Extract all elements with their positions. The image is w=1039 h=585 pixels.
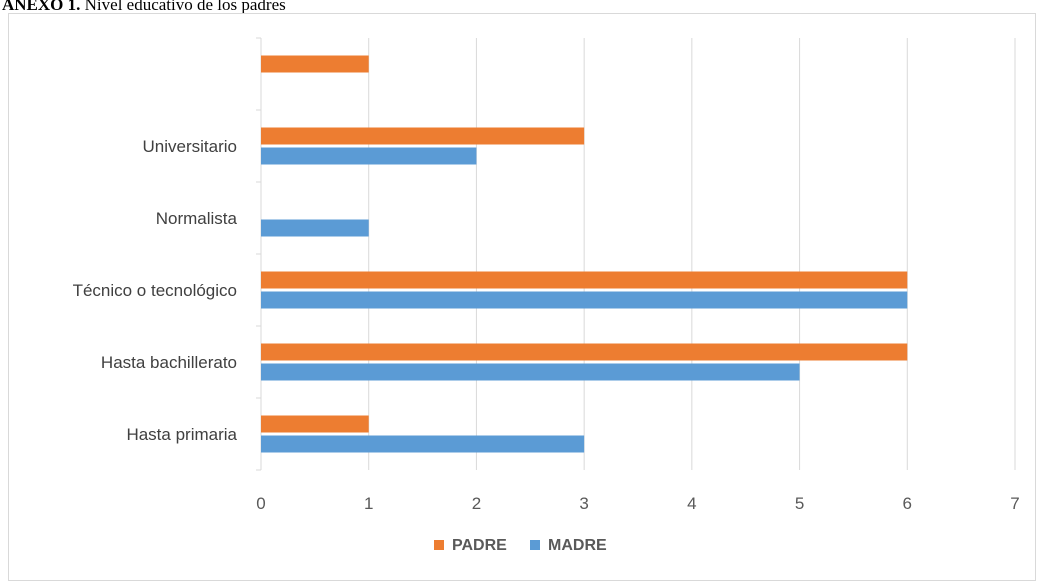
x-tick-label: 5 [795, 494, 804, 513]
legend: PADRE MADRE [434, 537, 607, 554]
bar-padre [261, 127, 585, 145]
chart-frame [8, 13, 1036, 581]
bar-madre [261, 219, 369, 237]
title-prefix: ANEXO 1. [2, 0, 81, 14]
category-label: Técnico o tecnológico [73, 281, 237, 300]
legend-label: MADRE [548, 537, 607, 554]
bar-madre [261, 435, 585, 453]
title-text: Nivel educativo de los padres [80, 0, 286, 14]
category-label: Universitario [143, 137, 237, 156]
x-tick-label: 2 [472, 494, 481, 513]
category-label: Normalista [156, 209, 238, 228]
x-tick-label: 1 [364, 494, 373, 513]
bar-layer [261, 55, 908, 453]
bar-madre [261, 363, 800, 381]
bar-madre [261, 291, 908, 309]
x-tick-label: 6 [903, 494, 912, 513]
x-tick-label: 3 [579, 494, 588, 513]
legend-swatch [434, 540, 444, 550]
category-label: Hasta bachillerato [101, 353, 237, 372]
bar-padre [261, 343, 908, 361]
x-tick-label: 0 [256, 494, 265, 513]
grid-layer [256, 37, 1016, 471]
label-layer: 0 1 2 3 4 5 6 7 Hasta primaria Hasta bachillerato… [73, 137, 1020, 513]
category-label: Hasta primaria [126, 425, 237, 444]
bar-madre [261, 147, 477, 165]
bar-padre [261, 55, 369, 73]
x-tick-label: 4 [687, 494, 696, 513]
page-title: ANEXO 1. Nivel educativo de los padres [2, 0, 286, 15]
bar-padre [261, 415, 369, 433]
legend-swatch [530, 540, 540, 550]
legend-label: PADRE [452, 537, 507, 554]
bar-padre [261, 271, 908, 289]
x-tick-label: 7 [1010, 494, 1019, 513]
